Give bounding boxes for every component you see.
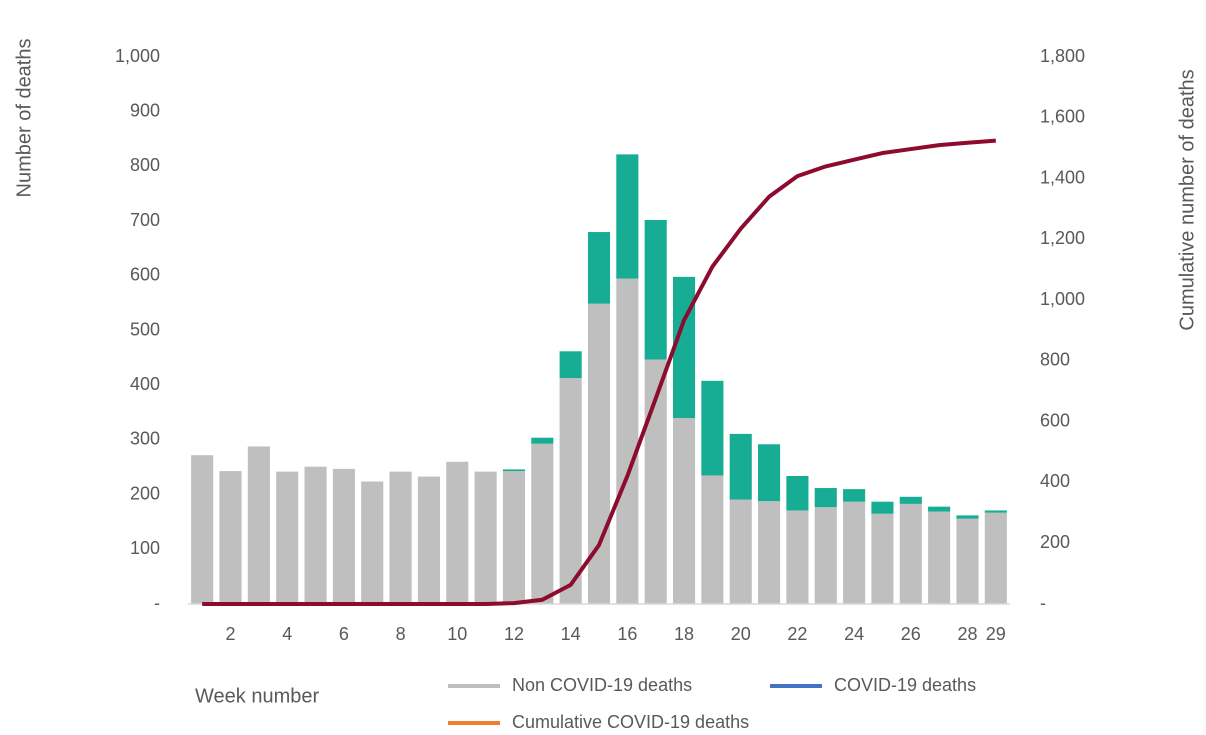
bar: [701, 380, 724, 476]
bar: [247, 446, 270, 604]
y-tick-label: 500: [130, 319, 160, 339]
x-tick-label: 14: [561, 624, 581, 644]
legend-label: Non COVID-19 deaths: [512, 675, 692, 695]
bar: [899, 496, 922, 504]
x-tick-label: 22: [787, 624, 807, 644]
y2-tick-label: 1,600: [1040, 107, 1085, 127]
bar: [332, 468, 355, 604]
y-tick-label: 800: [130, 155, 160, 175]
bar: [672, 418, 696, 604]
x-tick-label: 16: [617, 624, 637, 644]
bar: [389, 471, 412, 604]
x-tick-label: 4: [282, 624, 292, 644]
x-tick-label: 24: [844, 624, 864, 644]
x-tick-label: 12: [504, 624, 524, 644]
y2-tick-label: 1,800: [1040, 46, 1085, 66]
bar: [446, 461, 469, 604]
y-tick-label: 400: [130, 374, 160, 394]
x-tick-label: 29: [986, 624, 1006, 644]
x-tick-label: 20: [731, 624, 751, 644]
y2-tick-label: -: [1040, 593, 1046, 613]
y-tick-label: 200: [130, 483, 160, 503]
bar: [814, 507, 837, 604]
bar: [587, 232, 611, 304]
bar: [758, 501, 781, 604]
legend-label: COVID-19 deaths: [834, 675, 976, 695]
y-tick-label: 900: [130, 100, 160, 120]
bar: [531, 437, 554, 444]
bar: [502, 469, 526, 472]
bar: [786, 476, 809, 511]
bar: [417, 476, 440, 604]
bar: [786, 510, 809, 604]
bar: [871, 513, 894, 604]
y-tick-label: 700: [130, 210, 160, 230]
bar: [758, 444, 781, 502]
bar: [871, 501, 894, 514]
y-tick-label: 1,000: [115, 46, 160, 66]
bar: [984, 512, 1007, 604]
bar: [616, 278, 639, 604]
bar: [984, 510, 1007, 513]
bar: [956, 518, 979, 604]
x-tick-label: 8: [396, 624, 406, 644]
bar: [843, 501, 866, 604]
bar: [729, 499, 752, 604]
bar: [899, 503, 922, 604]
bar: [729, 433, 752, 500]
bar: [814, 488, 837, 508]
legend-label: Cumulative COVID-19 deaths: [512, 712, 749, 732]
bar: [956, 515, 979, 519]
bar: [616, 154, 639, 279]
y2-tick-label: 1,200: [1040, 228, 1085, 248]
bar: [644, 359, 667, 604]
bar: [644, 220, 667, 360]
bar: [219, 471, 242, 604]
x-tick-label: 10: [447, 624, 467, 644]
y2-axis-title: Cumulative number of deaths: [1176, 69, 1198, 330]
bar: [502, 471, 526, 604]
bar: [672, 276, 696, 419]
y-tick-label: -: [154, 593, 160, 613]
bar: [843, 489, 866, 502]
x-axis-title: Week number: [195, 685, 319, 707]
bar: [701, 475, 724, 604]
bar: [928, 511, 951, 604]
y-tick-label: 600: [130, 265, 160, 285]
bar: [928, 506, 951, 512]
y2-tick-label: 200: [1040, 532, 1070, 552]
x-tick-label: 2: [226, 624, 236, 644]
y-axis-title: Number of deaths: [13, 39, 35, 198]
y2-tick-label: 800: [1040, 350, 1070, 370]
x-tick-label: 6: [339, 624, 349, 644]
y2-tick-label: 1,400: [1040, 167, 1085, 187]
bar: [191, 455, 214, 604]
line: [202, 138, 996, 606]
y2-tick-label: 600: [1040, 410, 1070, 430]
bar: [559, 378, 582, 604]
y-tick-label: 300: [130, 429, 160, 449]
y2-tick-label: 400: [1040, 471, 1070, 491]
y-tick-label: 100: [130, 538, 160, 558]
bar: [361, 481, 384, 604]
x-tick-label: 18: [674, 624, 694, 644]
y2-tick-label: 1,000: [1040, 289, 1085, 309]
bar: [474, 471, 497, 604]
bar: [304, 466, 327, 604]
x-tick-label: 28: [957, 624, 977, 644]
bar: [559, 351, 582, 379]
x-tick-label: 26: [901, 624, 921, 644]
bar: [276, 471, 299, 604]
bar: [531, 443, 554, 604]
